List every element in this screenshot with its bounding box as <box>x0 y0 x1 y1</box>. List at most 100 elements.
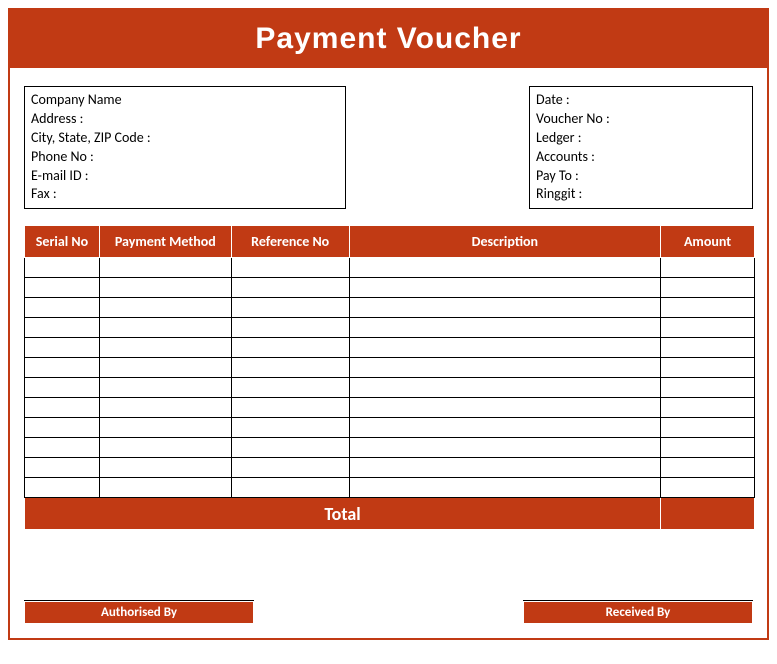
voucher-no-label: Voucher No : <box>536 110 744 129</box>
table-cell[interactable] <box>661 298 755 318</box>
table-cell[interactable] <box>349 318 660 338</box>
table-cell[interactable] <box>661 258 755 278</box>
authorised-signature-line <box>24 565 254 601</box>
table-cell[interactable] <box>25 278 100 298</box>
table-cell[interactable] <box>231 398 349 418</box>
table-cell[interactable] <box>25 478 100 498</box>
table-cell[interactable] <box>99 418 231 438</box>
table-header-row: Serial No Payment Method Reference No De… <box>25 226 755 258</box>
table-row <box>25 318 755 338</box>
city-label: City, State, ZIP Code : <box>31 129 337 148</box>
table-cell[interactable] <box>349 278 660 298</box>
table-cell[interactable] <box>349 298 660 318</box>
table-cell[interactable] <box>25 318 100 338</box>
table-cell[interactable] <box>231 358 349 378</box>
table-cell[interactable] <box>661 338 755 358</box>
col-amount-header: Amount <box>661 226 755 258</box>
ringgit-label: Ringgit : <box>536 185 744 204</box>
table-cell[interactable] <box>99 438 231 458</box>
table-cell[interactable] <box>25 378 100 398</box>
table-cell[interactable] <box>231 318 349 338</box>
table-cell[interactable] <box>661 358 755 378</box>
received-label: Received By <box>523 601 753 624</box>
payto-label: Pay To : <box>536 167 744 186</box>
table-cell[interactable] <box>99 358 231 378</box>
table-cell[interactable] <box>231 478 349 498</box>
col-method-header: Payment Method <box>99 226 231 258</box>
table-cell[interactable] <box>231 258 349 278</box>
table-cell[interactable] <box>349 378 660 398</box>
phone-label: Phone No : <box>31 148 337 167</box>
table-cell[interactable] <box>99 398 231 418</box>
table-cell[interactable] <box>25 418 100 438</box>
table-row <box>25 298 755 318</box>
col-serial-header: Serial No <box>25 226 100 258</box>
payment-voucher: Payment Voucher Company Name Address : C… <box>8 8 769 640</box>
table-cell[interactable] <box>661 398 755 418</box>
table-cell[interactable] <box>231 378 349 398</box>
table-cell[interactable] <box>231 438 349 458</box>
table-cell[interactable] <box>99 458 231 478</box>
table-cell[interactable] <box>349 338 660 358</box>
table-cell[interactable] <box>661 438 755 458</box>
table-row <box>25 338 755 358</box>
ledger-label: Ledger : <box>536 129 744 148</box>
table-cell[interactable] <box>661 458 755 478</box>
table-cell[interactable] <box>231 278 349 298</box>
accounts-label: Accounts : <box>536 148 744 167</box>
table-cell[interactable] <box>349 478 660 498</box>
total-amount-cell <box>661 498 755 530</box>
table-row <box>25 378 755 398</box>
table-cell[interactable] <box>349 438 660 458</box>
table-cell[interactable] <box>661 278 755 298</box>
table-row <box>25 418 755 438</box>
table-cell[interactable] <box>661 478 755 498</box>
table-cell[interactable] <box>661 378 755 398</box>
voucher-info-box: Date : Voucher No : Ledger : Accounts : … <box>529 86 753 209</box>
table-cell[interactable] <box>231 298 349 318</box>
total-row: Total <box>25 498 755 530</box>
table-cell[interactable] <box>25 298 100 318</box>
table-cell[interactable] <box>349 398 660 418</box>
table-cell[interactable] <box>349 358 660 378</box>
table-row <box>25 258 755 278</box>
table-row <box>25 438 755 458</box>
table-cell[interactable] <box>99 258 231 278</box>
table-cell[interactable] <box>25 258 100 278</box>
signature-section: Authorised By Received By <box>24 565 753 624</box>
table-cell[interactable] <box>99 318 231 338</box>
table-cell[interactable] <box>349 258 660 278</box>
table-cell[interactable] <box>99 298 231 318</box>
table-cell[interactable] <box>99 338 231 358</box>
table-row <box>25 398 755 418</box>
table-cell[interactable] <box>25 458 100 478</box>
table-row <box>25 478 755 498</box>
table-cell[interactable] <box>661 418 755 438</box>
received-by-box: Received By <box>523 565 753 624</box>
company-name-label: Company Name <box>31 91 337 110</box>
table-cell[interactable] <box>25 438 100 458</box>
col-ref-header: Reference No <box>231 226 349 258</box>
table-cell[interactable] <box>349 418 660 438</box>
total-label: Total <box>25 498 661 530</box>
info-section: Company Name Address : City, State, ZIP … <box>10 86 767 209</box>
table-cell[interactable] <box>349 458 660 478</box>
table-cell[interactable] <box>661 318 755 338</box>
table-body <box>25 258 755 498</box>
table-row <box>25 358 755 378</box>
authorised-by-box: Authorised By <box>24 565 254 624</box>
table-cell[interactable] <box>25 358 100 378</box>
table-cell[interactable] <box>99 478 231 498</box>
received-signature-line <box>523 565 753 601</box>
table-cell[interactable] <box>99 278 231 298</box>
title-bar: Payment Voucher <box>10 10 767 68</box>
table-cell[interactable] <box>25 398 100 418</box>
table-cell[interactable] <box>25 338 100 358</box>
table-cell[interactable] <box>231 418 349 438</box>
table-cell[interactable] <box>99 378 231 398</box>
date-label: Date : <box>536 91 744 110</box>
table-cell[interactable] <box>231 338 349 358</box>
table-cell[interactable] <box>231 458 349 478</box>
table-row <box>25 458 755 478</box>
authorised-label: Authorised By <box>24 601 254 624</box>
